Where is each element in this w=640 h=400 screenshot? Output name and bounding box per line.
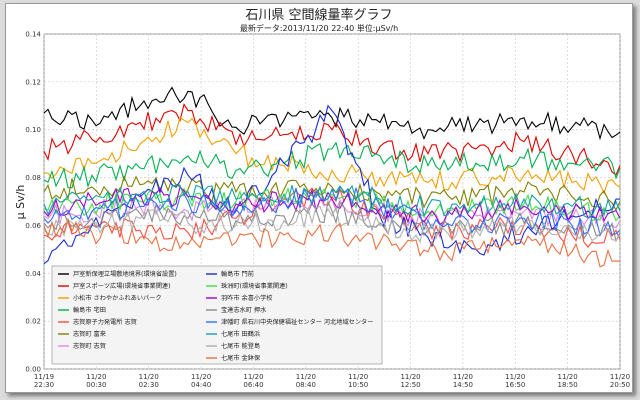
x-tick-time: 06:40 <box>243 381 263 389</box>
x-tick-time: 00:30 <box>86 381 106 389</box>
legend-label: 志賀町 富来 <box>73 330 106 338</box>
legend-label: 七尾市 金鉢保 <box>221 354 261 362</box>
legend-label: 戸室新保埋立場敷地境界(環境省設置) <box>73 270 177 278</box>
series-line <box>43 86 621 141</box>
series-line <box>43 103 621 176</box>
x-tick-time: 16:50 <box>505 381 525 389</box>
legend-label: 輪島市 宅田 <box>73 306 106 314</box>
series-line <box>43 184 621 219</box>
x-tick-date: 11/20 <box>191 373 211 381</box>
chart-svg: 石川県 空間線量率グラフ 最新データ:2013/11/20 22:40 単位:μ… <box>14 7 630 389</box>
legend-label: 志賀町 志賀 <box>73 342 106 350</box>
legend-label: 珠洲町(環境省事業関連) <box>221 282 288 290</box>
legend-label: 小松市 さわやかふれあいパーク <box>73 294 162 302</box>
series-line <box>43 104 621 265</box>
legend-label: 七尾市 田鶴浜 <box>221 330 260 338</box>
legend-box <box>51 265 383 365</box>
x-tick-time: 22:30 <box>34 381 54 389</box>
y-tick-label: 0.02 <box>25 318 41 326</box>
x-tick-time: 18:50 <box>558 381 578 389</box>
x-tick-time: 04:40 <box>191 381 211 389</box>
x-tick-date: 11/20 <box>453 373 473 381</box>
series-line <box>43 116 621 195</box>
series-line <box>43 199 621 243</box>
legend-label: 羽咋市 余喜小学校 <box>221 294 272 302</box>
x-tick-time: 14:50 <box>453 381 473 389</box>
x-tick-time: 08:40 <box>296 381 316 389</box>
y-tick-label: 0.14 <box>25 31 41 39</box>
x-tick-date: 11/20 <box>558 373 578 381</box>
x-tick-date: 11/20 <box>296 373 316 381</box>
y-tick-label: 0.06 <box>25 222 41 230</box>
series-line <box>43 141 621 189</box>
y-tick-label: 0.04 <box>25 270 41 278</box>
legend-label: 津幡町 県石川中央保健福祉センター 河北地域センター <box>221 318 373 326</box>
chart-subtitle: 最新データ:2013/11/20 22:40 単位:μSv/h <box>240 23 398 33</box>
y-tick-label: 0.08 <box>25 174 41 182</box>
x-tick-date: 11/20 <box>139 373 159 381</box>
series-line <box>43 186 621 222</box>
y-axis-label: μ Sv/h <box>14 185 27 220</box>
legend-label: 七尾市 能登島 <box>221 342 260 350</box>
x-tick-date: 11/20 <box>243 373 263 381</box>
x-tick-date: 11/19 <box>34 373 54 381</box>
x-tick-time: 20:50 <box>610 381 630 389</box>
series-line <box>43 217 621 268</box>
x-tick-time: 10:50 <box>348 381 368 389</box>
series-line <box>43 175 621 212</box>
y-tick-label: 0.00 <box>25 366 41 374</box>
chart-title: 石川県 空間線量率グラフ <box>245 7 392 23</box>
x-tick-time: 12:50 <box>400 381 420 389</box>
y-tick-label: 0.10 <box>25 126 41 134</box>
x-tick-date: 11/20 <box>86 373 106 381</box>
legend-label: 志賀原子力発電所 志賀 <box>73 318 137 326</box>
y-tick-label: 0.12 <box>25 78 41 86</box>
x-tick-date: 11/20 <box>400 373 420 381</box>
legend-label: 戸室スポーツ広場(環境省事業関連) <box>73 282 171 290</box>
chart-frame: 石川県 空間線量率グラフ 最新データ:2013/11/20 22:40 単位:μ… <box>5 3 633 393</box>
x-tick-date: 11/20 <box>505 373 525 381</box>
x-tick-time: 02:30 <box>139 381 159 389</box>
series-line <box>43 205 621 244</box>
legend-label: 輪島市 門前 <box>221 270 254 278</box>
x-tick-date: 11/20 <box>610 373 630 381</box>
legend-label: 宝達志水町 押水 <box>221 306 267 314</box>
x-tick-date: 11/20 <box>348 373 368 381</box>
